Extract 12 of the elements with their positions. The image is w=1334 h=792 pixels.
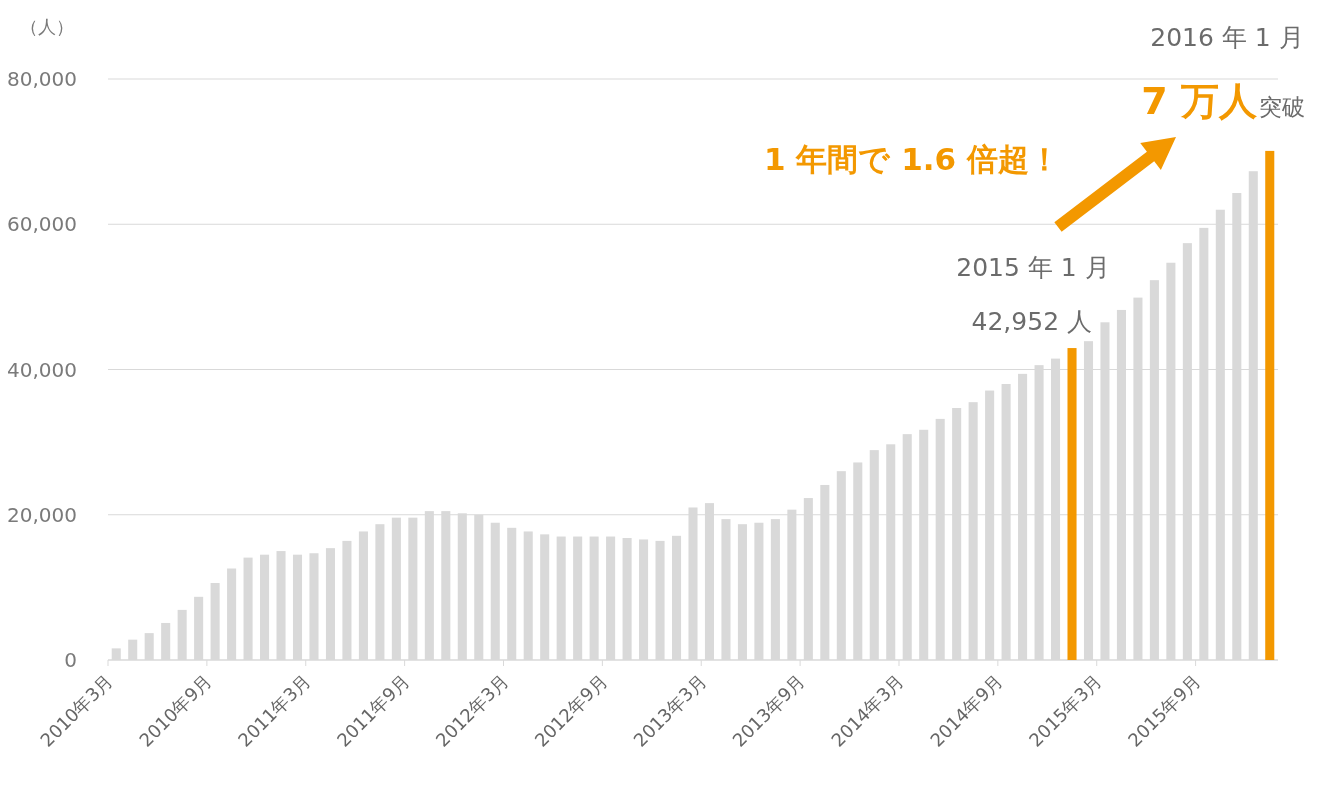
y-tick-label: 80,000 <box>7 67 77 91</box>
y-tick-label: 20,000 <box>7 502 77 527</box>
annotation: 突破 <box>1259 94 1305 120</box>
annotation: 1 年間で 1.6 倍超！ <box>764 141 1060 177</box>
y-tick-label: 0 <box>64 648 77 672</box>
y-tick-label: 60,000 <box>7 212 77 237</box>
annotation: 2015 年 1 月 <box>956 253 1110 282</box>
y-tick-label: 40,000 <box>7 357 77 382</box>
annotation: 7 万人 <box>1141 79 1257 123</box>
y-axis-title: （人） <box>20 16 74 37</box>
text: 2016 年 1 月 <box>1150 23 1304 52</box>
annotation: 42,952 人 <box>971 307 1092 336</box>
